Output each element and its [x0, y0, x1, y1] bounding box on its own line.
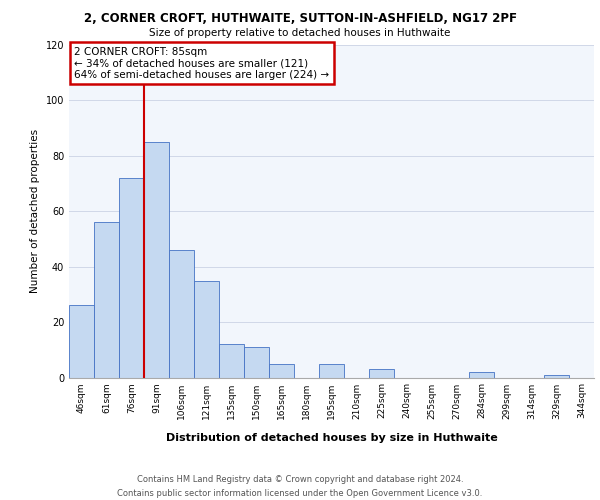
X-axis label: Distribution of detached houses by size in Huthwaite: Distribution of detached houses by size …: [166, 432, 497, 442]
Bar: [544, 374, 569, 378]
Y-axis label: Number of detached properties: Number of detached properties: [30, 129, 40, 294]
Bar: [219, 344, 244, 378]
Bar: [369, 369, 394, 378]
Bar: [144, 142, 169, 378]
Text: 2, CORNER CROFT, HUTHWAITE, SUTTON-IN-ASHFIELD, NG17 2PF: 2, CORNER CROFT, HUTHWAITE, SUTTON-IN-AS…: [83, 12, 517, 26]
Bar: [94, 222, 119, 378]
Text: Contains HM Land Registry data © Crown copyright and database right 2024.
Contai: Contains HM Land Registry data © Crown c…: [118, 476, 482, 498]
Bar: [194, 280, 219, 378]
Text: 2 CORNER CROFT: 85sqm
← 34% of detached houses are smaller (121)
64% of semi-det: 2 CORNER CROFT: 85sqm ← 34% of detached …: [74, 46, 329, 80]
Bar: [319, 364, 344, 378]
Bar: [69, 306, 94, 378]
Bar: [469, 372, 494, 378]
Text: Size of property relative to detached houses in Huthwaite: Size of property relative to detached ho…: [149, 28, 451, 38]
Bar: [119, 178, 144, 378]
Bar: [269, 364, 294, 378]
Bar: [244, 347, 269, 378]
Bar: [169, 250, 194, 378]
